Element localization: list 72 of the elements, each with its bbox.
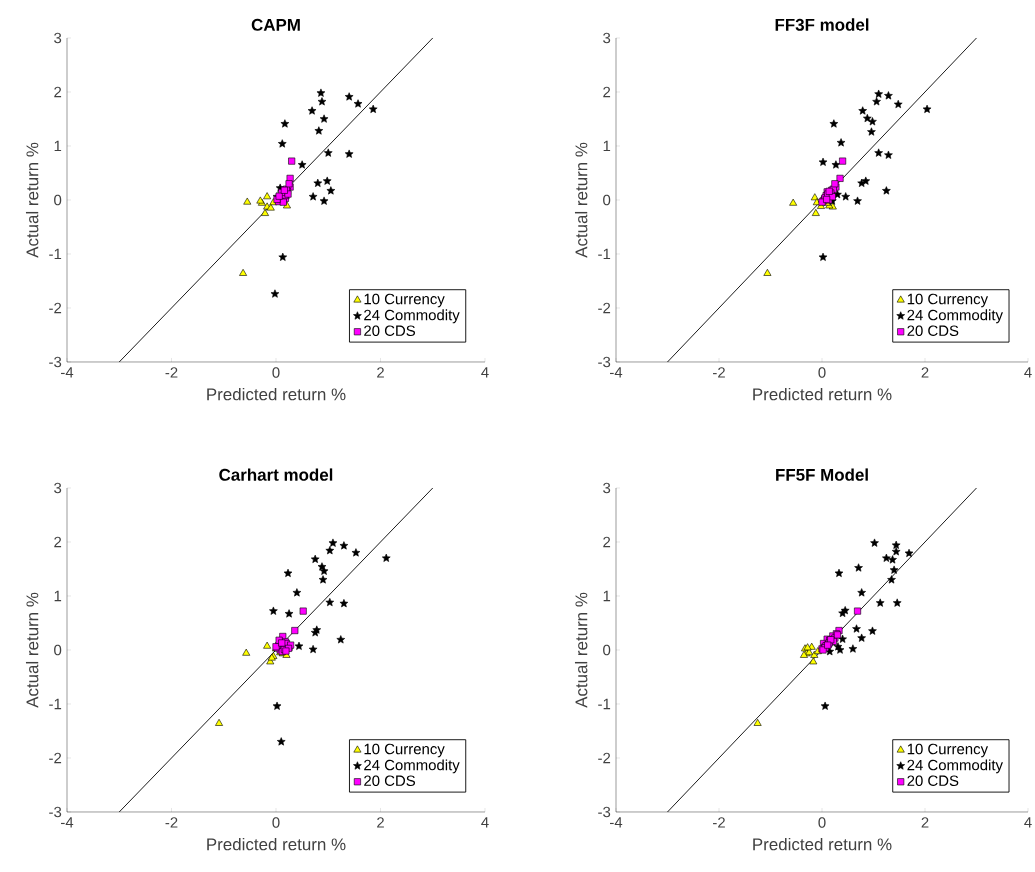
y-tick-label: -2: [598, 752, 611, 764]
legend-label: 24 Commodity: [907, 759, 1003, 774]
y-tick-label: 2: [54, 536, 62, 548]
x-tick-label: 4: [481, 817, 489, 828]
y-tick-label: 2: [54, 86, 62, 98]
chart-title: Carhart model: [219, 468, 333, 481]
y-tick-label: 0: [54, 644, 62, 656]
y-axis-title: Actual return %: [574, 592, 588, 708]
x-tick-label: -4: [610, 817, 623, 828]
y-axis-title: Actual return %: [25, 142, 39, 258]
legend-label: 24 Commodity: [364, 759, 460, 774]
legend-label: 10 Currency: [907, 743, 989, 758]
y-tick-label: 0: [603, 194, 611, 206]
x-tick-label: 4: [1024, 817, 1032, 828]
y-tick-label: -2: [49, 752, 62, 764]
x-tick-label: -2: [165, 367, 178, 378]
y-tick-label: -2: [598, 302, 611, 314]
y-tick-label: -3: [598, 356, 611, 368]
y-tick-label: 3: [603, 32, 611, 44]
x-tick-label: -4: [61, 367, 74, 378]
legend-label: 20 CDS: [907, 325, 959, 336]
x-tick-label: 2: [921, 817, 929, 828]
y-axis-title: Actual return %: [574, 142, 588, 258]
legend-label: 24 Commodity: [907, 309, 1003, 324]
y-tick-label: -3: [49, 806, 62, 818]
y-tick-label: 3: [54, 32, 62, 44]
x-tick-label: -4: [61, 817, 74, 828]
x-tick-label: 0: [818, 367, 826, 378]
y-tick-label: -3: [598, 806, 611, 818]
y-tick-label: 3: [54, 482, 62, 494]
y-tick-label: -1: [49, 698, 62, 710]
x-axis-title: Predicted return %: [753, 837, 892, 851]
y-tick-label: 1: [54, 140, 62, 152]
y-tick-label: -3: [49, 356, 62, 368]
x-tick-label: 0: [272, 367, 280, 378]
x-tick-label: 2: [921, 367, 929, 378]
x-axis-title: Predicted return %: [753, 387, 892, 401]
y-tick-label: 2: [603, 86, 611, 98]
y-axis-title: Actual return %: [25, 592, 39, 708]
x-tick-label: -2: [713, 367, 725, 378]
legend-label: 20 CDS: [907, 775, 959, 786]
x-tick-label: 0: [818, 817, 826, 828]
x-axis-title: Predicted return %: [207, 837, 346, 851]
y-tick-label: 1: [603, 590, 611, 602]
y-tick-label: 0: [54, 194, 62, 206]
y-tick-label: -2: [49, 302, 62, 314]
x-axis-title: Predicted return %: [207, 387, 346, 401]
legend-label: 10 Currency: [364, 743, 445, 758]
legend-label: 20 CDS: [364, 775, 416, 786]
y-tick-label: -1: [598, 698, 611, 710]
x-tick-label: -2: [165, 817, 178, 828]
legend-label: 10 Currency: [907, 293, 989, 308]
y-tick-label: 2: [603, 536, 611, 548]
y-tick-label: 1: [603, 140, 611, 152]
legend-label: 10 Currency: [364, 293, 445, 308]
legend-label: 20 CDS: [364, 325, 416, 336]
x-tick-label: 4: [481, 367, 489, 378]
x-tick-label: -4: [610, 367, 623, 378]
x-tick-label: 0: [272, 817, 280, 828]
x-tick-label: 2: [377, 367, 384, 378]
y-tick-label: 1: [54, 590, 62, 602]
x-tick-label: 2: [377, 817, 384, 828]
x-tick-label: -2: [713, 817, 725, 828]
y-tick-label: 0: [603, 644, 611, 656]
chart-title: FF5F Model: [776, 468, 868, 481]
y-tick-label: -1: [598, 248, 611, 260]
y-tick-label: -1: [49, 248, 62, 260]
legend-label: 24 Commodity: [364, 309, 460, 324]
chart-title: CAPM: [251, 18, 300, 31]
y-tick-label: 3: [603, 482, 611, 494]
x-tick-label: 4: [1024, 367, 1032, 378]
chart-title: FF3F model: [775, 18, 869, 31]
